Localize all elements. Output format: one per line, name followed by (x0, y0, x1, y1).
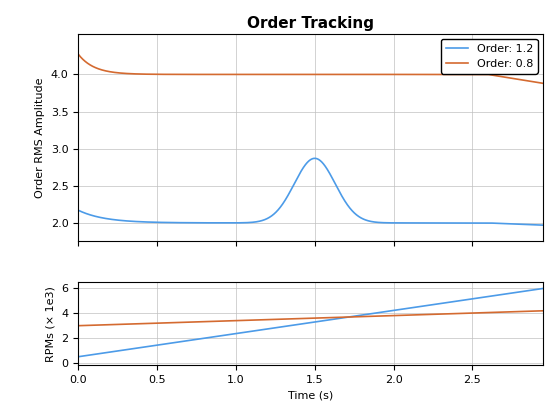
Order: 1.2: (2.95, 1.97): 1.2: (2.95, 1.97) (540, 223, 547, 228)
Order: 1.2: (0.336, 2.02): 1.2: (0.336, 2.02) (128, 219, 135, 224)
Order: 0.8: (0.512, 4): 0.8: (0.512, 4) (156, 72, 162, 77)
Order: 1.2: (1.13, 2.02): 1.2: (1.13, 2.02) (253, 219, 260, 224)
Order: 0.8: (2.95, 3.88): 0.8: (2.95, 3.88) (540, 81, 547, 86)
Order: 1.2: (1.26, 2.16): 1.2: (1.26, 2.16) (273, 209, 280, 214)
Order: 0.8: (0, 4.27): 0.8: (0, 4.27) (75, 52, 82, 57)
Order: 1.2: (1.5, 2.87): 1.2: (1.5, 2.87) (311, 156, 318, 161)
Title: Order Tracking: Order Tracking (248, 16, 374, 31)
Order: 1.2: (0.512, 2.01): 1.2: (0.512, 2.01) (156, 220, 162, 225)
Y-axis label: Order RMS Amplitude: Order RMS Amplitude (35, 77, 45, 198)
Order: 0.8: (2.89, 3.9): 0.8: (2.89, 3.9) (531, 79, 538, 84)
Line: Order: 1.2: Order: 1.2 (78, 158, 543, 225)
X-axis label: Time (s): Time (s) (288, 391, 333, 401)
Order: 0.8: (2.57, 4): 0.8: (2.57, 4) (480, 72, 487, 77)
Order: 0.8: (0.336, 4.01): 0.8: (0.336, 4.01) (128, 71, 135, 76)
Legend: Order: 1.2, Order: 0.8: Order: 1.2, Order: 0.8 (441, 39, 538, 74)
Order: 1.2: (2.89, 1.97): 1.2: (2.89, 1.97) (531, 222, 538, 227)
Y-axis label: RPMs (× 1e3): RPMs (× 1e3) (46, 286, 56, 362)
Order: 0.8: (1.13, 4): 0.8: (1.13, 4) (253, 72, 260, 77)
Order: 0.8: (1.26, 4): 0.8: (1.26, 4) (273, 72, 280, 77)
Order: 1.2: (2.58, 2): 1.2: (2.58, 2) (481, 220, 488, 226)
Line: Order: 0.8: Order: 0.8 (78, 54, 543, 83)
Order: 1.2: (0, 2.17): 1.2: (0, 2.17) (75, 208, 82, 213)
